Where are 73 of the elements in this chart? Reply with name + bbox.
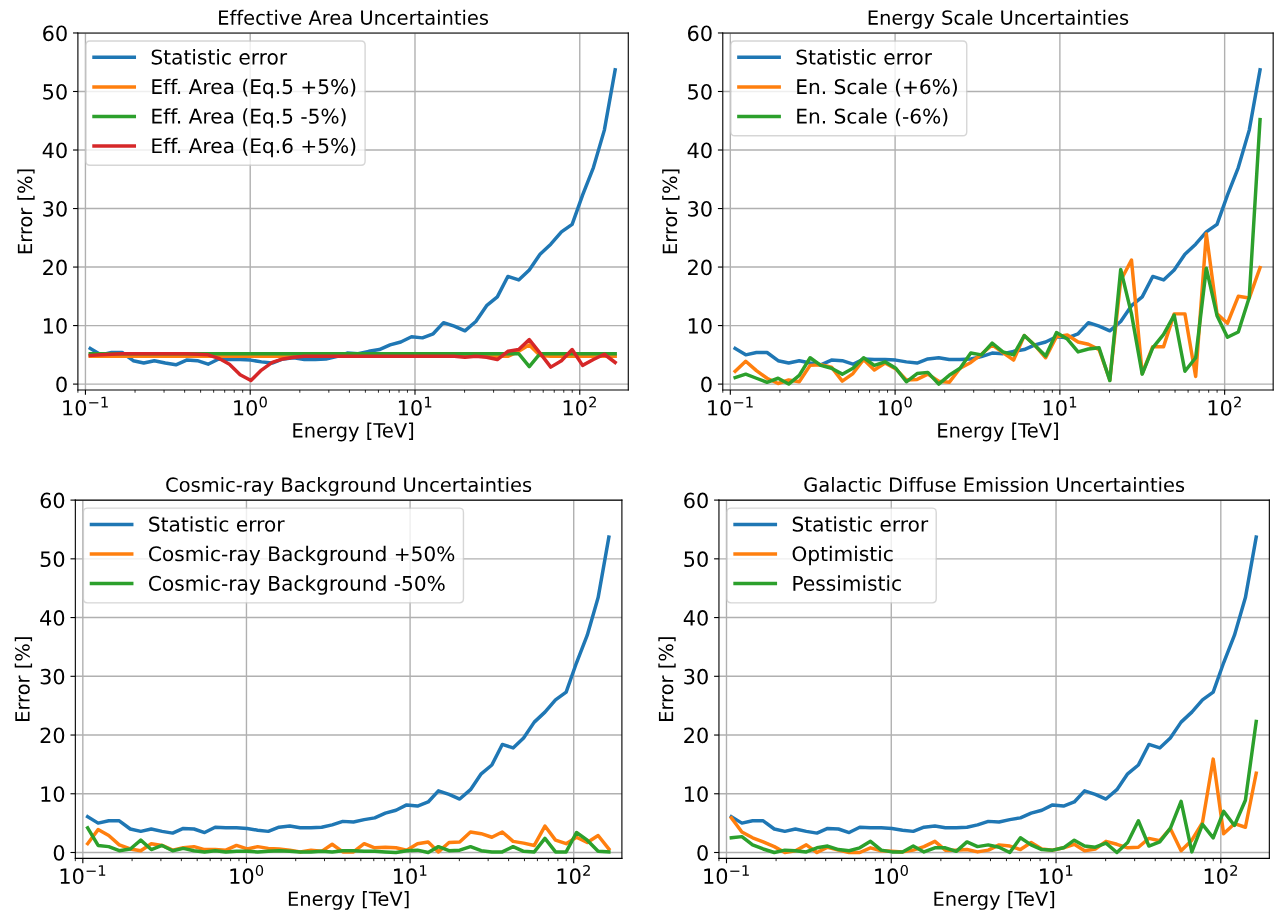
x-tick-label: 10$^{−1}$	[708, 396, 753, 416]
y-tick-label: 50	[688, 83, 712, 100]
x-axis-title: Energy [TeV]	[938, 422, 1058, 442]
y-axis-title: Error [%]	[17, 169, 35, 254]
chart-title: Galactic Diffuse Emission Uncertainties	[804, 476, 1185, 493]
legend-label: Cosmic-ray Background +50%	[148, 545, 455, 566]
legend-label: Statistic error	[149, 516, 285, 532]
x-axis-title: Energy [TeV]	[934, 891, 1055, 910]
x-tick-label: 10$^{1}$	[1040, 865, 1073, 885]
legend-label: Statistic error	[796, 49, 932, 65]
y-tick-label: 10	[688, 318, 712, 334]
x-tick-label: 10$^{1}$	[398, 396, 432, 416]
chart-title: Effective Area Uncertainties	[219, 9, 489, 25]
x-tick-label: 10$^{0}$	[230, 864, 264, 885]
x-tick-label: 10$^{0}$	[234, 396, 267, 416]
y-tick-label: 40	[687, 142, 712, 159]
line-series	[85, 535, 611, 835]
x-axis-title: Energy [TeV]	[288, 891, 409, 910]
y-tick-label: 30	[688, 200, 712, 217]
x-tick-label: 10$^{0}$	[879, 396, 912, 416]
y-tick-label: 40	[42, 142, 67, 159]
y-tick-label: 20	[40, 727, 65, 744]
y-tick-label: 50	[40, 551, 65, 568]
y-axis-title: Error [%]	[658, 637, 676, 721]
legend-label: Statistic error	[151, 49, 288, 65]
y-tick-label: 20	[684, 727, 708, 744]
legend-label: En. Scale (+6%)	[797, 78, 957, 97]
chart-title: Cosmic-ray Background Uncertainties	[166, 476, 532, 496]
y-tick-label: 20	[43, 259, 67, 276]
y-tick-label: 40	[683, 610, 708, 626]
y-tick-label: 50	[43, 83, 67, 100]
y-tick-label: 0	[56, 376, 67, 393]
x-tick-label: 10$^{−1}$	[704, 865, 749, 885]
x-axis-title: Energy [TeV]	[293, 422, 414, 442]
y-tick-label: 30	[684, 668, 708, 685]
y-tick-label: 30	[43, 200, 67, 217]
line-series	[729, 719, 1258, 855]
legend-label: En. Scale (-6%)	[797, 108, 948, 127]
y-tick-label: 10	[43, 318, 67, 334]
y-tick-label: 60	[688, 25, 712, 42]
x-tick-label: 10$^{−1}$	[60, 865, 106, 885]
x-tick-label: 10$^{2}$	[563, 396, 596, 416]
line-series	[729, 535, 1258, 835]
y-tick-label: 30	[40, 668, 65, 685]
y-tick-label: 0	[697, 844, 708, 861]
y-tick-label: 10	[41, 786, 65, 802]
legend-label: Optimistic	[792, 545, 893, 566]
y-tick-label: 40	[40, 610, 65, 626]
y-tick-label: 0	[701, 376, 712, 393]
chart-title: Energy Scale Uncertainties	[868, 9, 1129, 29]
x-tick-label: 10$^{2}$	[1208, 396, 1241, 416]
y-axis-title: Error [%]	[14, 637, 33, 721]
legend-label: Eff. Area (Eq.6 +5%)	[152, 137, 356, 158]
x-tick-label: 10$^{1}$	[394, 865, 427, 885]
legend-label: Pessimistic	[793, 575, 901, 591]
y-tick-label: 0	[53, 844, 65, 861]
y-tick-label: 60	[684, 492, 708, 509]
x-tick-label: 10$^{1}$	[1043, 396, 1077, 416]
x-tick-label: 10$^{2}$	[1204, 864, 1238, 885]
x-tick-label: 10$^{−1}$	[63, 396, 108, 416]
x-tick-label: 10$^{2}$	[557, 864, 590, 885]
line-series	[88, 337, 617, 383]
x-tick-label: 10$^{0}$	[875, 864, 908, 885]
legend-label: Statistic error	[792, 516, 929, 532]
y-tick-label: 60	[40, 492, 65, 509]
legend-label: Eff. Area (Eq.5 +5%)	[152, 78, 356, 99]
y-tick-label: 20	[688, 259, 712, 276]
y-tick-label: 10	[685, 786, 708, 802]
y-axis-title: Error [%]	[662, 169, 680, 254]
legend-label: Cosmic-ray Background -50%	[148, 575, 445, 595]
y-tick-label: 50	[684, 551, 708, 568]
y-tick-label: 60	[43, 25, 67, 42]
legend-label: Eff. Area (Eq.5 -5%)	[152, 108, 346, 128]
